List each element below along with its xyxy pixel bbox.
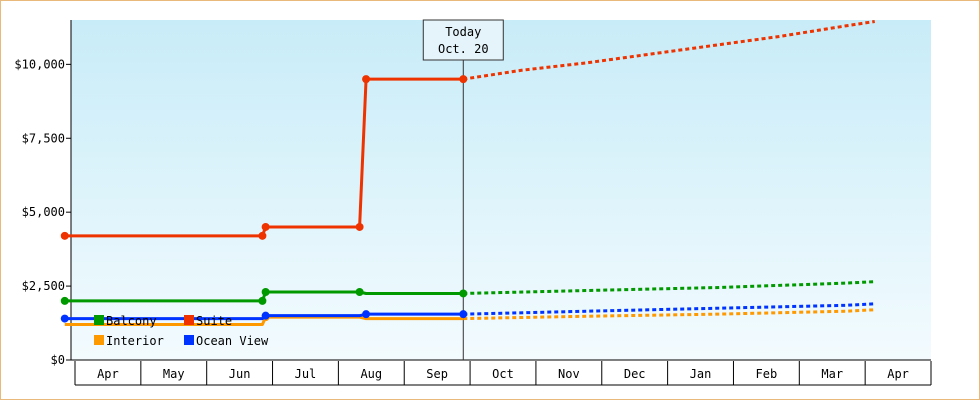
plot-area xyxy=(71,20,931,360)
x-tick-label: Dec xyxy=(624,367,646,381)
x-tick-label: Aug xyxy=(360,367,382,381)
ocean-view-point xyxy=(261,311,270,320)
legend-label: Ocean View xyxy=(196,334,269,348)
balcony-point xyxy=(258,296,267,305)
ocean-view-point xyxy=(362,310,371,319)
x-tick-label: Apr xyxy=(97,367,119,381)
legend-swatch xyxy=(184,315,194,325)
y-tick-label: $2,500 xyxy=(22,279,65,293)
suite-point xyxy=(362,75,371,84)
balcony-point xyxy=(261,288,270,296)
interior-forecast-line xyxy=(463,308,875,321)
legend-swatch xyxy=(94,315,104,325)
legend-label: Interior xyxy=(106,334,164,348)
balcony-actual-line xyxy=(64,290,464,303)
today-box xyxy=(422,19,504,61)
y-tick-label: $7,500 xyxy=(22,131,65,145)
x-tick-label: Sep xyxy=(426,367,448,381)
x-tick-label: Jun xyxy=(229,367,251,381)
y-tick-label: $5,000 xyxy=(22,205,65,219)
x-tick-label: May xyxy=(163,367,185,381)
legend-label: Balcony xyxy=(106,314,157,328)
ocean-view-point xyxy=(459,310,468,319)
x-tick-label: Feb xyxy=(756,367,778,381)
x-tick-label: Nov xyxy=(558,367,580,381)
suite-point xyxy=(258,231,267,240)
balcony-point xyxy=(355,288,364,296)
today-label: Today xyxy=(445,25,481,39)
ocean-view-point xyxy=(60,314,69,323)
legend-label: Suite xyxy=(196,314,232,328)
suite-actual-line xyxy=(64,77,464,238)
x-tick-label: Oct xyxy=(492,367,514,381)
x-tick-label: Jul xyxy=(295,367,317,381)
suite-point xyxy=(355,222,364,231)
y-tick-label: $0 xyxy=(51,353,65,367)
suite-point xyxy=(60,231,69,240)
ocean-view-forecast-line xyxy=(463,302,875,316)
balcony-point xyxy=(60,296,69,305)
legend-swatch xyxy=(184,335,194,345)
ocean-view-actual-line xyxy=(64,312,464,321)
x-tick-label: Mar xyxy=(821,367,843,381)
y-tick-label: $10,000 xyxy=(14,57,65,71)
today-date: Oct. 20 xyxy=(438,42,489,56)
balcony-point xyxy=(459,289,468,298)
x-tick-label: Apr xyxy=(887,367,909,381)
legend-swatch xyxy=(94,335,104,345)
suite-point xyxy=(261,222,270,231)
x-tick-label: Jan xyxy=(690,367,712,381)
suite-point xyxy=(459,75,468,84)
balcony-forecast-line xyxy=(463,280,875,295)
